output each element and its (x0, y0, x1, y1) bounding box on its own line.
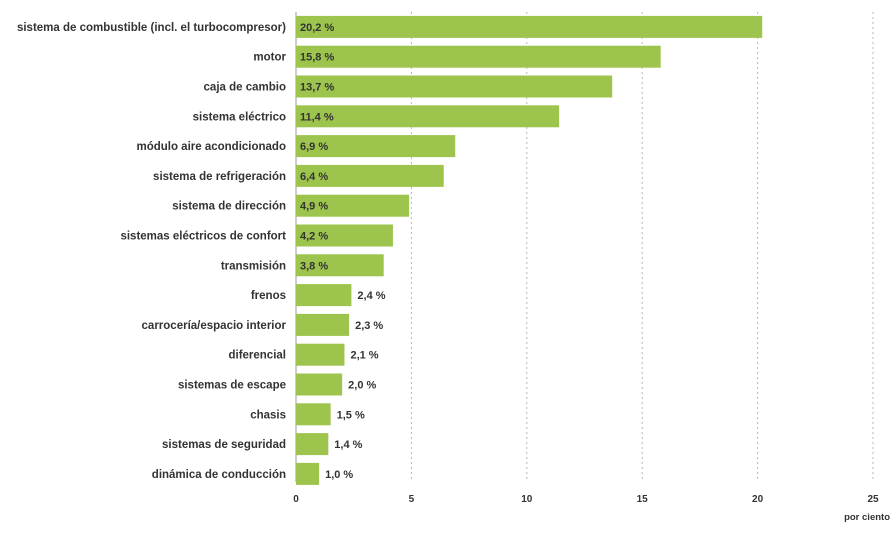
x-tick-label-25: 25 (867, 494, 879, 505)
bar-10 (296, 313, 350, 336)
x-tick-label-15: 15 (637, 494, 649, 505)
value-label-4: 6,9 % (300, 141, 328, 153)
bar-4 (296, 135, 456, 158)
category-label-12: sistemas de escape (178, 380, 286, 392)
value-label-10: 2,3 % (355, 320, 383, 332)
bar-13 (296, 403, 331, 426)
category-label-4: módulo aire acondicionado (136, 141, 286, 153)
x-axis-ticks: 0 5 10 15 20 25 (293, 494, 879, 505)
value-label-2: 13,7 % (300, 82, 334, 94)
value-label-13: 1,5 % (337, 409, 365, 421)
value-label-5: 6,4 % (300, 171, 328, 183)
bar-7 (296, 224, 393, 247)
bar-14 (296, 433, 329, 456)
bar-3 (296, 105, 560, 128)
category-labels: sistema de combustible (incl. el turboco… (17, 22, 287, 481)
value-label-3: 11,4 % (300, 111, 334, 123)
bar-5 (296, 164, 444, 187)
category-label-9: frenos (251, 290, 286, 302)
category-label-14: sistemas de seguridad (162, 439, 286, 451)
category-label-15: dinámica de conducción (152, 469, 286, 481)
bar-2 (296, 75, 613, 98)
bar-0 (296, 15, 763, 38)
value-label-1: 15,8 % (300, 52, 334, 64)
value-label-15: 1,0 % (325, 469, 353, 481)
value-label-0: 20,2 % (300, 22, 334, 34)
category-label-3: sistema eléctrico (193, 111, 286, 123)
x-tick-label-0: 0 (293, 494, 299, 505)
x-tick-label-20: 20 (752, 494, 764, 505)
bar-11 (296, 343, 345, 366)
bar-1 (296, 45, 661, 68)
category-label-0: sistema de combustible (incl. el turboco… (17, 22, 286, 34)
category-label-10: carrocería/espacio interior (142, 320, 287, 332)
value-label-7: 4,2 % (300, 231, 328, 243)
bar-12 (296, 373, 343, 396)
value-label-14: 1,4 % (334, 439, 362, 451)
value-label-8: 3,8 % (300, 260, 328, 272)
category-label-6: sistema de dirección (172, 201, 286, 213)
category-label-13: chasis (250, 409, 286, 421)
bar-8 (296, 254, 384, 277)
x-tick-label-10: 10 (521, 494, 533, 505)
category-label-11: diferencial (228, 350, 286, 362)
category-label-5: sistema de refrigeración (153, 171, 286, 183)
x-axis-unit-label: por ciento (844, 512, 890, 523)
category-label-2: caja de cambio (204, 82, 286, 94)
value-label-6: 4,9 % (300, 201, 328, 213)
category-label-7: sistemas eléctricos de confort (120, 231, 286, 243)
bar-9 (296, 284, 352, 307)
value-label-12: 2,0 % (348, 380, 376, 392)
bars (296, 15, 763, 485)
value-label-9: 2,4 % (357, 290, 385, 302)
bar-15 (296, 462, 320, 485)
value-labels: 20,2 % 15,8 % 13,7 % 11,4 % 6,9 % 6,4 % 4,9 % 4… (300, 22, 386, 481)
category-label-1: motor (253, 52, 286, 64)
category-label-8: transmisión (221, 260, 286, 272)
value-label-11: 2,1 % (350, 350, 378, 362)
bar-6 (296, 194, 410, 217)
x-tick-label-5: 5 (409, 494, 415, 505)
